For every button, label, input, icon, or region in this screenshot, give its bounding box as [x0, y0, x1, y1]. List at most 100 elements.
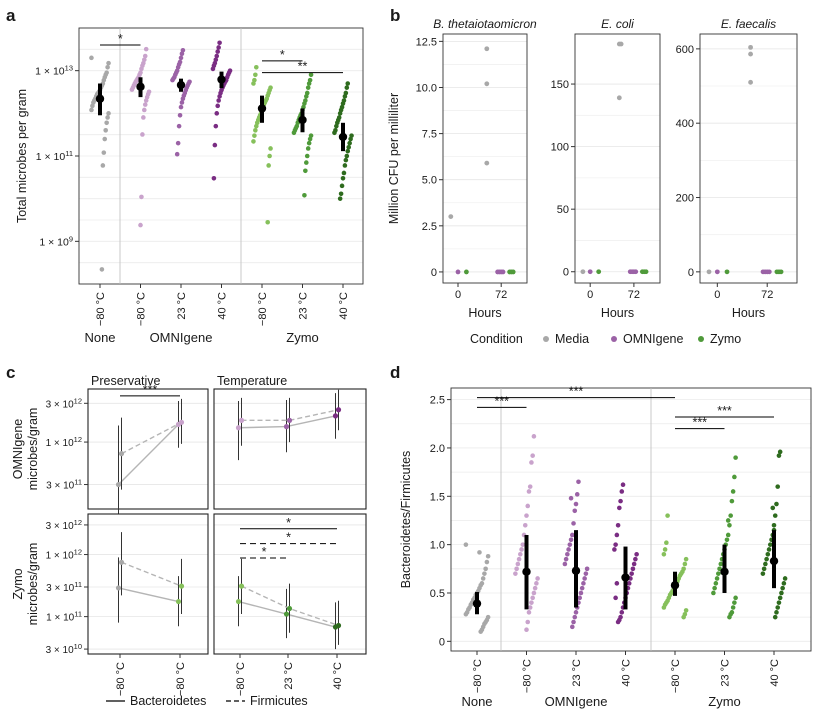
data-point [176, 123, 182, 129]
data-point [531, 434, 537, 439]
data-point [337, 196, 343, 201]
data-point [532, 585, 538, 591]
data-point [510, 269, 516, 275]
data-point [115, 585, 122, 591]
x-tick-label: −80 °C [175, 662, 187, 696]
data-point [482, 571, 487, 576]
data-point [578, 590, 584, 596]
data-point [216, 98, 221, 103]
data-point [175, 598, 182, 605]
data-point [334, 123, 339, 129]
data-point [253, 72, 258, 78]
y-tick-label: 0.5 [430, 588, 445, 600]
y-tick-label: 0 [688, 267, 694, 279]
data-point [115, 481, 122, 488]
data-point [730, 489, 736, 494]
data-point [335, 407, 342, 413]
data-point [214, 111, 220, 116]
data-point [526, 610, 532, 615]
mean-marker [217, 75, 226, 84]
data-point [766, 547, 772, 552]
data-point [524, 627, 529, 633]
x-tick-label: 40 °C [332, 662, 344, 690]
data-point [170, 77, 175, 83]
data-point [629, 571, 634, 576]
data-point [713, 581, 719, 586]
data-point [215, 103, 220, 109]
data-point [614, 581, 620, 586]
data-point [179, 51, 185, 56]
y-tick-label: 3 × 1012 [46, 396, 82, 410]
data-point [340, 176, 346, 181]
y-tick-label-base: 3 × 10 [46, 521, 75, 532]
y-tick-label-exp: 10 [74, 642, 82, 651]
data-point [531, 590, 537, 596]
data-point [345, 81, 351, 86]
data-point [563, 556, 569, 562]
y-tick-label: 3 × 1011 [46, 478, 82, 492]
y-tick-label-base: 1 × 10 [46, 613, 75, 624]
data-point [760, 571, 766, 576]
data-point [478, 629, 484, 634]
data-point [774, 610, 779, 615]
data-point [142, 53, 148, 59]
column-title: Temperature [217, 374, 287, 388]
data-point [772, 513, 778, 518]
significance-label: *** [717, 404, 732, 418]
data-point [534, 581, 539, 586]
y-tick-label-exp: 12 [74, 518, 82, 527]
data-point [530, 453, 535, 458]
x-tick-label: −80 °C [95, 292, 107, 326]
mean-marker [338, 132, 348, 142]
series-line-bacteroidetes [118, 587, 179, 603]
x-tick-label: −80 °C [115, 662, 127, 696]
x-tick-label: 0 [714, 289, 720, 301]
data-point [616, 95, 622, 101]
legend-swatch [543, 336, 549, 342]
data-point [515, 561, 521, 567]
data-point [529, 600, 534, 605]
data-point [733, 455, 738, 460]
data-point [106, 111, 111, 116]
data-point [105, 64, 110, 70]
data-point [101, 150, 107, 155]
data-point [238, 583, 245, 589]
x-tick-label: 23 °C [720, 659, 732, 687]
data-point [714, 576, 720, 581]
data-point [99, 267, 105, 272]
data-point [106, 60, 111, 66]
row-title: Zymomicrobes/gram [11, 543, 40, 626]
legend-swatch [611, 336, 617, 342]
mean-marker [571, 566, 581, 575]
data-point [143, 46, 149, 52]
data-point [571, 521, 576, 526]
data-point [306, 140, 312, 146]
y-tick-label: 50 [557, 204, 569, 216]
data-point [527, 484, 533, 489]
data-point [253, 128, 258, 133]
mean-marker [472, 599, 482, 608]
y-tick-label: 2.5 [422, 221, 437, 233]
data-point [573, 501, 579, 507]
facet-frame [574, 33, 661, 284]
y-axis-title: Bacteroidetes/Firmicutes [399, 451, 413, 589]
data-point [105, 115, 110, 120]
row-title-line: microbes/gram [26, 408, 40, 491]
mean-marker [176, 80, 186, 90]
x-tick-label: 72 [495, 289, 507, 301]
data-point [142, 107, 147, 113]
data-point [286, 417, 293, 423]
data-point [525, 503, 531, 509]
significance-label: *** [143, 383, 158, 397]
mean-marker [720, 567, 729, 576]
y-tick-label: 12.5 [416, 36, 437, 48]
y-tick-label: 100 [551, 142, 569, 154]
y-tick-label: 1 × 1011 [46, 610, 82, 624]
mean-marker [257, 104, 267, 113]
panel-c: Preservative TemperatureOMNIgenemicrobes/… [11, 374, 367, 708]
y-tick-label-exp: 12 [74, 435, 82, 444]
data-point [305, 85, 311, 90]
y-tick-label: 5.0 [422, 175, 437, 187]
data-point [483, 566, 488, 572]
